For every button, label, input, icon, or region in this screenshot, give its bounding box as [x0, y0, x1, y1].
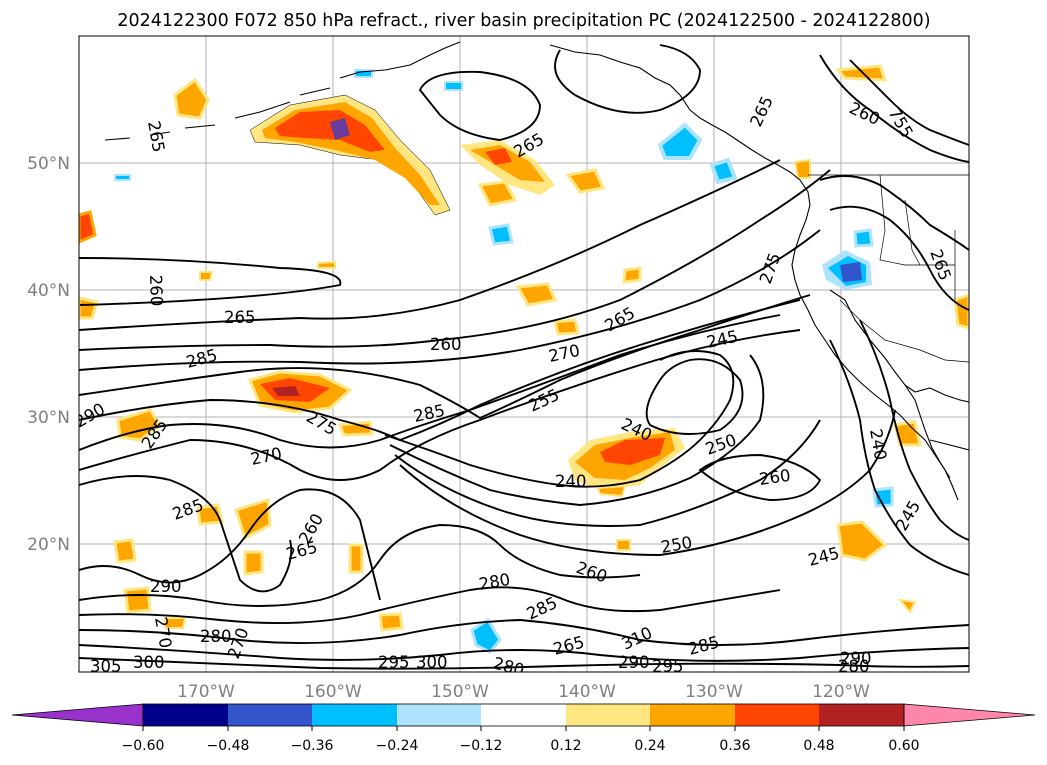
shade-positive-region [836, 520, 888, 562]
shade-negative-region [872, 486, 894, 508]
colorbar-segment [650, 704, 735, 726]
shade-negative-region [444, 81, 463, 91]
shade-positive-region [330, 118, 350, 140]
colorbar-segment [228, 704, 312, 726]
contour-label: 240 [555, 472, 587, 491]
lat-label: 40°N [27, 281, 70, 301]
shade-negative-region [657, 122, 703, 160]
lon-label: 170°W [177, 682, 235, 702]
map-panel: 265 265 265 260 755 260 265 275 265 265 … [78, 35, 970, 676]
shade-positive-region [834, 64, 888, 82]
shade-positive-region [164, 617, 187, 629]
shade-positive-region [173, 77, 210, 120]
shade-positive-region [477, 180, 518, 207]
contour-label: 305 [90, 657, 122, 676]
shade-positive-region [199, 271, 214, 281]
contour-label: 290 [150, 577, 182, 596]
shade-negative-region [853, 228, 874, 248]
borders [808, 174, 969, 363]
shade-negative-region [840, 262, 862, 282]
lon-label: 150°W [431, 682, 489, 702]
colorbar-segment [566, 704, 650, 726]
shade-positive-region [243, 550, 264, 576]
shade-positive-region [616, 539, 631, 551]
shade-positive-region [553, 318, 580, 336]
shade-positive-region [113, 538, 137, 564]
colorbar-segment [481, 704, 566, 726]
shade-positive-region [348, 543, 364, 574]
shade-positive-region [123, 586, 152, 614]
contour-label: 260 [758, 466, 792, 489]
colorbar-segment [397, 704, 481, 726]
contour-label: 260 [430, 335, 462, 354]
shade-positive-region [897, 598, 917, 614]
colorbar-tick-label: −0.12 [460, 738, 503, 754]
colorbar-tick-label: 0.36 [719, 738, 750, 754]
contour-label: 280 [200, 627, 232, 646]
colorbar-tick-label: 0.48 [803, 738, 834, 754]
colorbar-extend-high [903, 703, 1036, 727]
shade-negative-region [488, 223, 514, 246]
shade-positive-region [515, 282, 558, 307]
contour-label: 265 [224, 308, 256, 327]
map-title: 2024122300 F072 850 hPa refract., river … [117, 11, 930, 31]
colorbar-ticks [142, 726, 905, 731]
map-frame [78, 35, 970, 673]
contour-label: 290 [840, 649, 872, 668]
lat-label: 20°N [27, 535, 70, 555]
contour-label: 295 [652, 657, 684, 676]
shade-negative-region [709, 157, 738, 185]
lon-label: 130°W [685, 682, 743, 702]
colorbar-segment [143, 704, 228, 726]
shade-positive-region [565, 168, 606, 194]
lon-label: 140°W [558, 682, 616, 702]
contour-label: 295 [378, 653, 410, 672]
shade-positive-region [79, 296, 99, 320]
refractivity-contours [79, 44, 969, 670]
colorbar-extend-low [11, 703, 144, 727]
shade-positive-region [485, 148, 512, 165]
colorbar: −0.60 −0.48 −0.36 −0.24 −0.12 0.12 0.24 … [11, 703, 1036, 754]
colorbar-segment [312, 704, 397, 726]
shade-positive-region [793, 158, 811, 179]
shaded-regions [79, 64, 969, 654]
latitude-labels: 50°N 40°N 30°N 20°N [27, 154, 70, 555]
shade-positive-region [337, 420, 374, 437]
colorbar-segment [819, 704, 904, 726]
contour-label: 280 [838, 657, 870, 676]
colorbar-tick-label: −0.60 [122, 738, 165, 754]
contour-label: 300 [133, 653, 165, 672]
shade-positive-region [234, 498, 272, 541]
shade-positive-region [317, 260, 336, 269]
shade-positive-region [275, 110, 385, 152]
colorbar-tick-label: −0.24 [376, 738, 419, 754]
colorbar-frame [142, 703, 905, 727]
colorbar-tick-label: 0.24 [634, 738, 665, 754]
contour-label: 300 [416, 653, 448, 672]
lon-label: 120°W [812, 682, 870, 702]
colorbar-tick-label: −0.48 [207, 738, 250, 754]
shade-positive-region [378, 612, 404, 632]
contour-label: 260 [146, 274, 166, 306]
lat-label: 30°N [27, 408, 70, 428]
longitude-labels: 170°W 160°W 150°W 140°W 130°W 120°W [177, 682, 870, 702]
shade-positive-region [79, 210, 97, 244]
shade-positive-region [622, 266, 642, 284]
shade-positive-region [953, 293, 969, 330]
lon-label: 160°W [304, 682, 362, 702]
shade-negative-region [114, 174, 131, 181]
contour-label: 290 [618, 653, 650, 672]
colorbar-tick-label: 0.12 [550, 738, 581, 754]
colorbar-tick-label: 0.60 [888, 738, 919, 754]
colorbar-tick-label: −0.36 [291, 738, 334, 754]
lat-label: 50°N [27, 154, 70, 174]
colorbar-segment [735, 704, 819, 726]
shade-positive-region [600, 438, 665, 465]
map-background [79, 36, 969, 672]
shade-positive-region [596, 484, 627, 498]
shade-positive-region [272, 386, 300, 396]
